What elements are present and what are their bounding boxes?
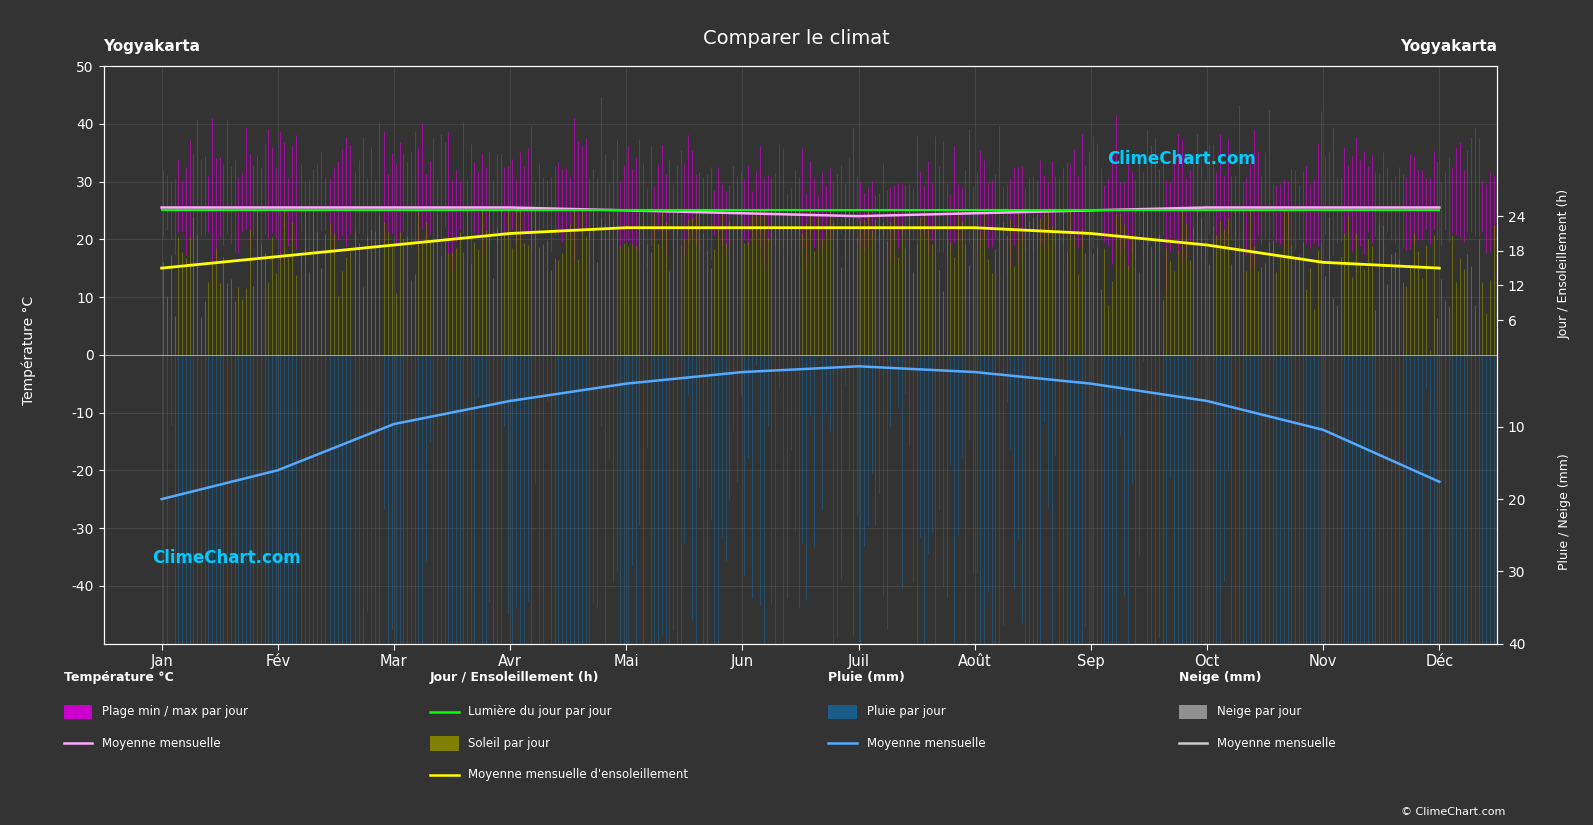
Text: Yogyakarta: Yogyakarta — [104, 40, 201, 54]
Text: Neige par jour: Neige par jour — [1217, 705, 1301, 719]
Text: ClimeChart.com: ClimeChart.com — [1107, 150, 1255, 168]
Text: Moyenne mensuelle: Moyenne mensuelle — [867, 737, 984, 750]
Text: Pluie / Neige (mm): Pluie / Neige (mm) — [1558, 453, 1571, 570]
Text: Moyenne mensuelle d'ensoleillement: Moyenne mensuelle d'ensoleillement — [468, 768, 688, 781]
Text: Comparer le climat: Comparer le climat — [703, 29, 890, 48]
Text: Yogyakarta: Yogyakarta — [1400, 40, 1497, 54]
Text: Jour / Ensoleillement (h): Jour / Ensoleillement (h) — [1558, 189, 1571, 339]
Text: Moyenne mensuelle: Moyenne mensuelle — [1217, 737, 1335, 750]
Text: Neige (mm): Neige (mm) — [1179, 671, 1262, 684]
Text: Pluie (mm): Pluie (mm) — [828, 671, 905, 684]
Text: Pluie par jour: Pluie par jour — [867, 705, 945, 719]
Text: © ClimeChart.com: © ClimeChart.com — [1400, 807, 1505, 817]
Text: ClimeChart.com: ClimeChart.com — [153, 549, 301, 567]
Text: Soleil par jour: Soleil par jour — [468, 737, 551, 750]
Text: Lumière du jour par jour: Lumière du jour par jour — [468, 705, 612, 719]
Text: Température °C: Température °C — [64, 671, 174, 684]
Text: Jour / Ensoleillement (h): Jour / Ensoleillement (h) — [430, 671, 599, 684]
Text: Moyenne mensuelle: Moyenne mensuelle — [102, 737, 220, 750]
Text: Température °C: Température °C — [21, 296, 37, 405]
Text: Plage min / max par jour: Plage min / max par jour — [102, 705, 249, 719]
